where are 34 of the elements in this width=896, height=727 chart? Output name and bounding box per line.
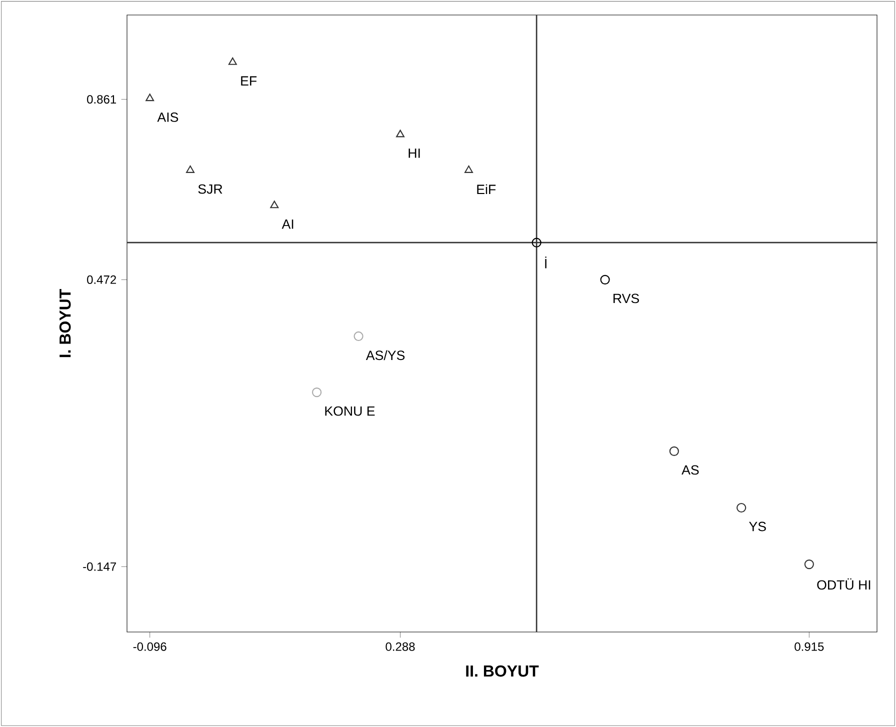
y-tick-label: 0.472 (87, 275, 116, 284)
point (396, 130, 404, 138)
point (600, 274, 610, 284)
point (804, 560, 814, 570)
point (736, 502, 746, 513)
annotation: ODTÜ HI (817, 578, 870, 590)
y-tick-label: 0.861 (87, 95, 116, 104)
point (669, 446, 679, 456)
annotation: HI (408, 148, 420, 158)
annotation: AS/YS (366, 350, 405, 360)
point (532, 238, 542, 248)
annotation: YS (749, 522, 766, 532)
annotation: İ (545, 256, 546, 268)
point (146, 94, 154, 102)
annotation: SJR (198, 184, 222, 194)
point (464, 165, 473, 173)
annotation: EiF (477, 184, 496, 194)
y-axis-title: I. BOYUT (59, 289, 71, 358)
annotation: RVS (614, 294, 639, 304)
x-tick-label: 0.288 (386, 642, 415, 651)
point (354, 331, 364, 342)
point (270, 200, 279, 208)
x-tick-label: -0.096 (133, 642, 166, 651)
x-axis-title: II. BOYUT (466, 665, 539, 677)
y-tick-label: -0.147 (83, 562, 116, 571)
point (312, 388, 322, 398)
annotation: KONU E (325, 406, 375, 416)
annotation: EF (241, 76, 257, 86)
annotation: AS (682, 465, 699, 475)
annotation: AIS (157, 112, 178, 122)
x-tick-label: 0.915 (794, 642, 824, 651)
point (186, 165, 194, 173)
point (228, 57, 237, 65)
annotation: AI (282, 220, 294, 229)
